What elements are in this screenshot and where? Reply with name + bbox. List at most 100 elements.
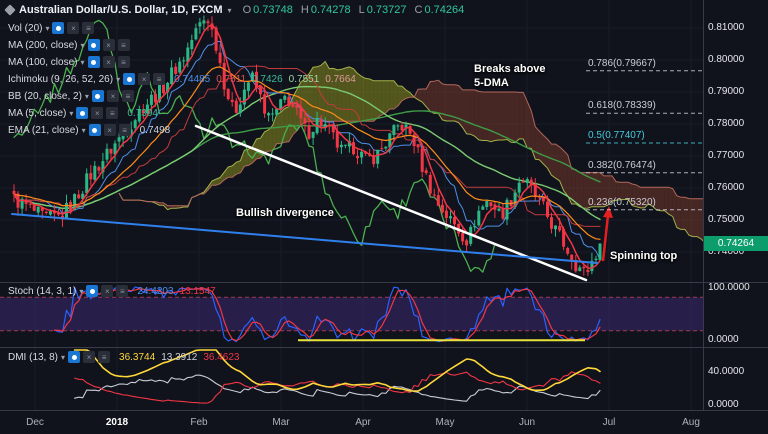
close-label: C [414,4,423,16]
chevron-down-icon[interactable]: ▾ [80,57,85,67]
annotation-bullish-divergence[interactable]: Bullish divergence [236,207,334,219]
close-icon-button[interactable]: × [138,73,151,85]
up-arrow-head [603,206,613,218]
eye-icon-button[interactable] [52,22,65,34]
high-label: H [300,4,309,16]
settings-icon-button[interactable]: ≡ [116,285,129,297]
indicator-vol-20-row: Vol (20) ▾ × ≡ [8,21,95,35]
settings-icon-button[interactable]: ≡ [98,351,111,363]
chevron-down-icon[interactable]: ▾ [81,125,86,135]
indicator-ma-5-close-label[interactable]: MA (5, close) [8,107,67,119]
stoch-indicator-values: 24.4203 13.1547 [131,286,215,297]
up-arrow-drawing[interactable] [601,214,610,262]
chevron-down-icon[interactable]: ▾ [80,40,85,50]
close-icon-button[interactable]: × [102,56,115,68]
indicator-ma-100-close-label[interactable]: MA (100, close) [8,56,78,68]
eye-icon-button[interactable] [86,285,99,297]
indicator-vol-20-label[interactable]: Vol (20) [8,22,43,34]
chevron-down-icon[interactable]: ▾ [61,352,66,362]
symbol-title[interactable]: Australian Dollar/U.S. Dollar, 1D, FXCM [19,4,223,16]
eye-icon [79,110,85,116]
eye-icon-button[interactable] [123,73,136,85]
dmi-indicator-label[interactable]: DMI (13, 8) [8,351,59,363]
chevron-down-icon[interactable]: ▾ [79,286,84,296]
close-icon-button[interactable]: × [83,351,96,363]
stoch-indicator-value: 13.1547 [179,285,216,297]
close-icon-button[interactable]: × [91,107,104,119]
indicator-bb-20-close-2-row: BB (20, close, 2) ▾ × ≡ [8,89,134,103]
indicator-ichimoku-9-26-52-26-value: 0.74485 [174,73,211,85]
chart-header: Australian Dollar/U.S. Dollar, 1D, FXCM … [4,4,465,16]
indicator-ma-100-close-row: MA (100, close) ▾ × ≡ [8,55,130,69]
settings-icon-button[interactable]: ≡ [82,22,95,34]
indicator-ma-5-close-row: MA (5, close) ▾ × ≡ 0.7394 [8,106,158,120]
dmi-indicator-value: 36.4623 [203,351,240,363]
indicator-ma-5-close-values: 0.7394 [121,108,158,119]
chevron-down-icon[interactable]: ▾ [227,5,232,15]
close-icon-button[interactable]: × [106,90,119,102]
indicator-ichimoku-9-26-52-26-row: Ichimoku (9, 26, 52, 26) ▾ × ≡ 0.74485 0.7511… [8,72,356,86]
annotation-line: 5-DMA [474,76,509,89]
eye-icon-button[interactable] [87,39,100,51]
dmi-indicator-row: DMI (13, 8) ▾ × ≡ 36.3744 13.3912 36.4623 [8,350,240,364]
eye-icon [71,354,77,360]
high-value: 0.74278 [310,4,351,16]
annotation-spinning-top[interactable]: Spinning top [610,250,678,262]
close-value: 0.74264 [424,4,465,16]
indicator-ichimoku-9-26-52-26-value: 0.7551 [288,73,320,85]
eye-icon [91,59,96,65]
indicator-ma-200-close-label[interactable]: MA (200, close) [8,39,78,51]
chevron-down-icon[interactable]: ▾ [116,74,121,84]
dmi-indicator-value: 13.3912 [161,351,198,363]
dmi-indicator-values: 36.3744 13.3912 36.4623 [113,352,239,363]
close-icon-button[interactable]: × [101,285,114,297]
eye-icon [91,42,96,48]
low-label: L [358,4,365,16]
settings-icon-button[interactable]: ≡ [118,124,131,136]
stoch-indicator-value: 24.4203 [137,285,174,297]
chevron-down-icon[interactable]: ▾ [84,91,89,101]
indicator-ichimoku-9-26-52-26-value: 0.7426 [252,73,283,85]
settings-icon-button[interactable]: ≡ [153,73,166,85]
open-label: O [242,4,252,16]
settings-icon-button[interactable]: ≡ [106,107,119,119]
eye-icon [89,288,95,294]
eye-icon [55,25,61,31]
indicator-ichimoku-9-26-52-26-value: 0.7511 [216,73,247,85]
blue-support-trendline[interactable] [11,213,598,264]
indicator-ema-21-close-value: 0.7498 [139,124,171,136]
close-icon-button[interactable]: × [103,124,116,136]
white-trendline[interactable] [194,124,588,282]
indicator-ema-21-close-label[interactable]: EMA (21, close) [8,124,79,136]
close-icon-button[interactable]: × [67,22,80,34]
annotation-line: Breaks above [474,63,546,75]
close-icon-button[interactable]: × [102,39,115,51]
indicator-ichimoku-9-26-52-26-label[interactable]: Ichimoku (9, 26, 52, 26) [8,73,114,85]
indicator-ichimoku-9-26-52-26-value: 0.7664 [325,73,356,85]
low-value: 0.73727 [366,4,407,16]
eye-icon [92,127,98,133]
settings-icon-button[interactable]: ≡ [121,90,134,102]
indicator-bb-20-close-2-label[interactable]: BB (20, close, 2) [8,90,82,102]
eye-icon-button[interactable] [87,56,100,68]
eye-icon [126,76,132,82]
stoch-indicator-label[interactable]: Stoch (14, 3, 1) [8,285,77,297]
settings-icon-button[interactable]: ≡ [117,56,130,68]
settings-icon-button[interactable]: ≡ [117,39,130,51]
eye-icon-button[interactable] [91,90,104,102]
symbol-logo-icon [4,4,16,16]
chevron-down-icon[interactable]: ▾ [45,23,50,33]
eye-icon [95,93,101,99]
stoch-indicator-row: Stoch (14, 3, 1) ▾ × ≡ 24.4203 13.1547 [8,284,216,298]
open-value: 0.73748 [253,4,293,16]
annotation-breaks-above-5dma[interactable]: Breaks above 5-DMA [474,63,546,91]
chevron-down-icon[interactable]: ▾ [69,108,74,118]
eye-icon-button[interactable] [76,107,89,119]
eye-icon-button[interactable] [88,124,101,136]
indicator-ma-5-close-value: 0.7394 [127,107,158,119]
indicator-ma-200-close-row: MA (200, close) ▾ × ≡ [8,38,130,52]
indicator-ema-21-close-row: EMA (21, close) ▾ × ≡ 0.7498 [8,123,170,137]
eye-icon-button[interactable] [68,351,81,363]
